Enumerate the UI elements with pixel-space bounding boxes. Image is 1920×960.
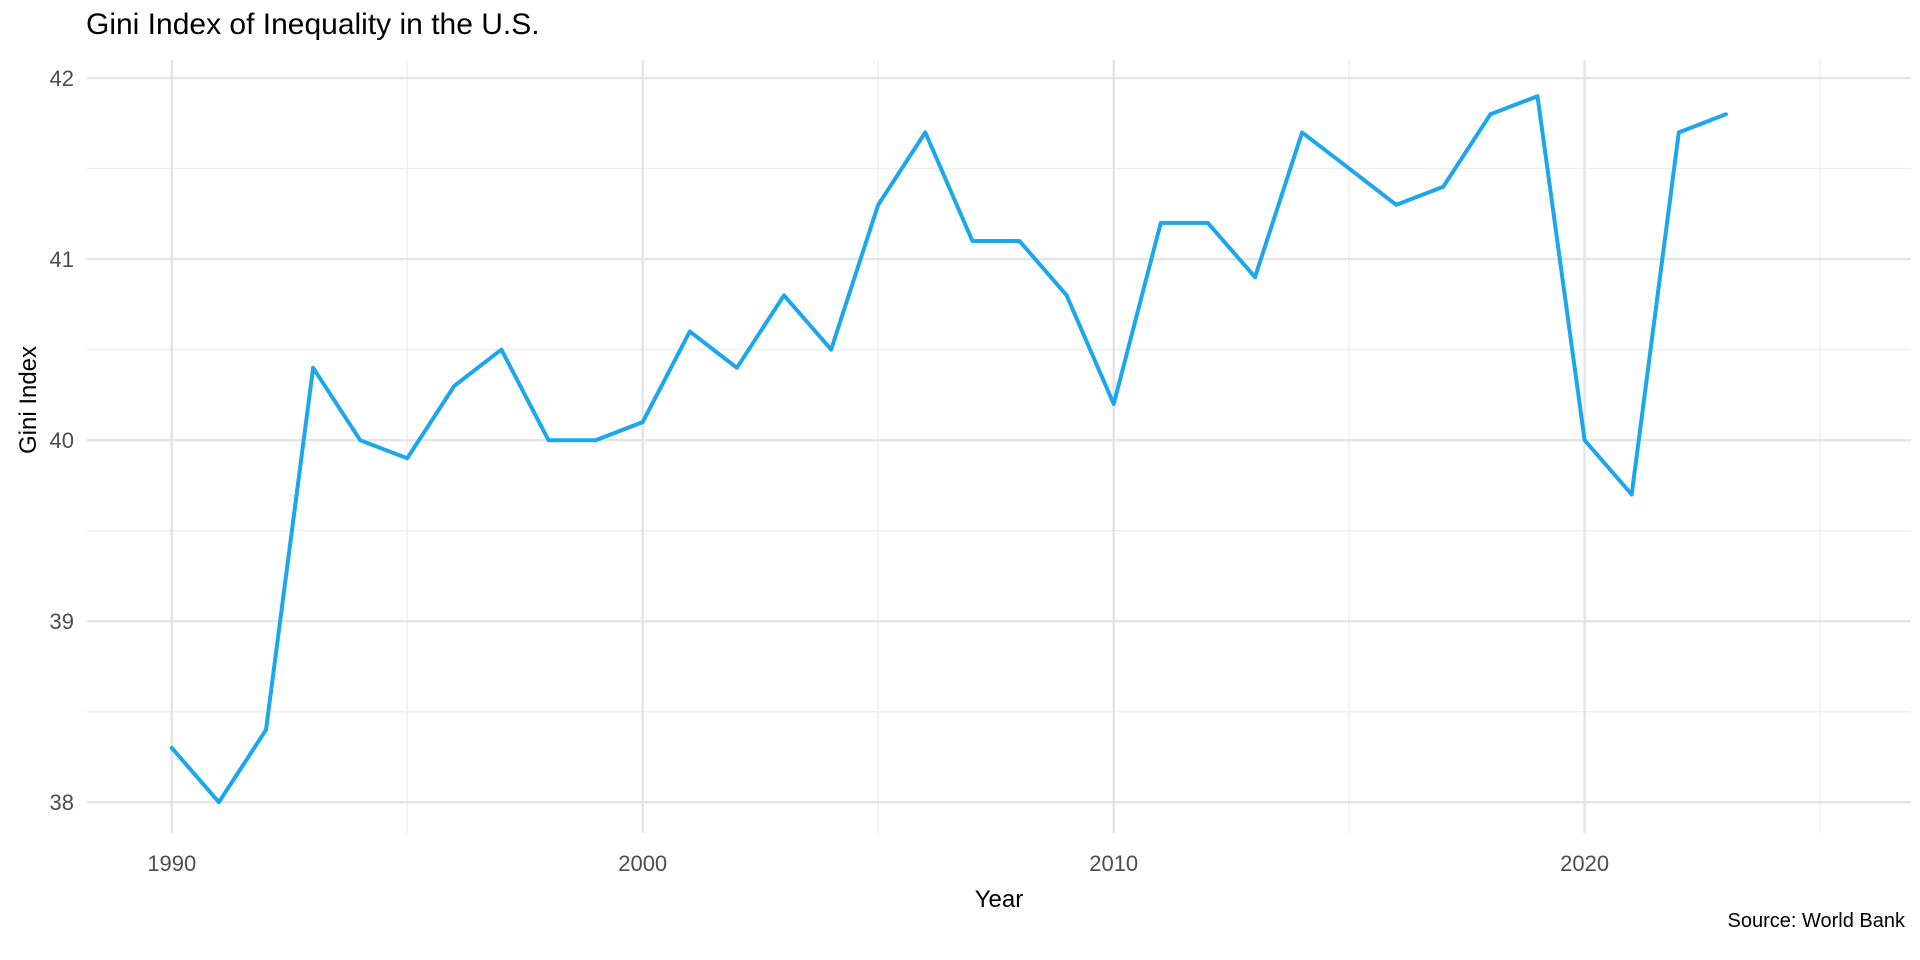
y-tick-label: 39 [50, 609, 74, 634]
gridlines-major [87, 60, 1911, 833]
y-tick-label: 40 [50, 428, 74, 453]
x-axis-tick-labels: 1990 2000 2010 2020 [147, 851, 1609, 876]
source-caption: Source: World Bank [1727, 910, 1906, 932]
y-tick-label: 38 [50, 790, 74, 815]
x-axis-title: Year [974, 886, 1024, 913]
x-tick-label: 2000 [618, 851, 667, 876]
gridlines-minor [87, 60, 1911, 833]
y-axis-tick-labels: 38 39 40 41 42 [50, 66, 74, 815]
gini-line-series [169, 94, 1728, 805]
y-tick-label: 41 [50, 247, 74, 272]
y-tick-label: 42 [50, 66, 74, 91]
x-tick-label: 1990 [147, 851, 196, 876]
x-tick-label: 2010 [1089, 851, 1138, 876]
x-tick-label: 2020 [1560, 851, 1609, 876]
chart-title: Gini Index of Inequality in the U.S. [86, 8, 540, 41]
